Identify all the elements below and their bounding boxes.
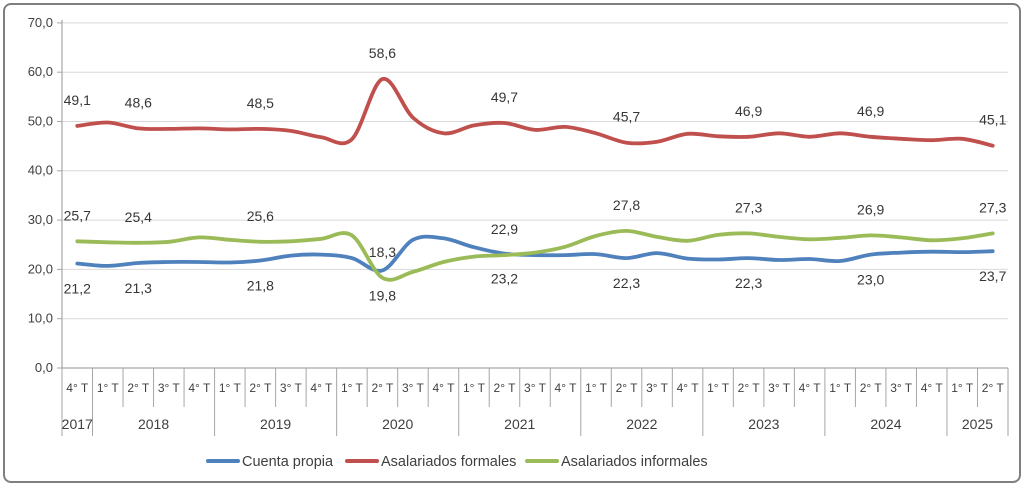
year-label: 2023 bbox=[748, 416, 779, 432]
year-label: 2018 bbox=[138, 416, 169, 432]
data-label-asalariados-formales: 49,7 bbox=[491, 89, 518, 105]
quarter-label: 2° T bbox=[982, 381, 1005, 395]
year-label: 2021 bbox=[504, 416, 535, 432]
quarter-label: 1° T bbox=[951, 381, 974, 395]
quarter-label: 3° T bbox=[768, 381, 791, 395]
quarter-label: 3° T bbox=[402, 381, 425, 395]
y-tick-label: 10,0 bbox=[28, 311, 53, 326]
legend-label-asalariados-formales: Asalariados formales bbox=[381, 454, 516, 470]
data-label-asalariados-formales: 46,9 bbox=[857, 103, 884, 119]
quarter-label: 1° T bbox=[585, 381, 608, 395]
quarter-label: 4° T bbox=[188, 381, 211, 395]
series-line-cuenta-propia bbox=[75, 234, 995, 273]
year-label: 2024 bbox=[870, 416, 901, 432]
data-label-asalariados-formales: 48,6 bbox=[125, 94, 152, 110]
quarter-label: 1° T bbox=[707, 381, 730, 395]
quarter-label: 4° T bbox=[921, 381, 944, 395]
data-label-asalariados-formales: 58,6 bbox=[369, 45, 396, 61]
data-label-cuenta-propia: 21,2 bbox=[64, 280, 91, 296]
data-label-asalariados-informales: 27,3 bbox=[979, 199, 1006, 215]
year-label: 2020 bbox=[382, 416, 413, 432]
data-label-cuenta-propia: 22,3 bbox=[735, 275, 762, 291]
data-label-cuenta-propia: 22,3 bbox=[613, 275, 640, 291]
data-label-cuenta-propia: 23,7 bbox=[979, 268, 1006, 284]
quarter-label: 3° T bbox=[646, 381, 669, 395]
data-label-asalariados-informales: 25,6 bbox=[247, 208, 274, 224]
quarter-label: 2° T bbox=[249, 381, 272, 395]
quarter-label: 2° T bbox=[616, 381, 639, 395]
data-label-asalariados-informales: 26,9 bbox=[857, 201, 884, 217]
data-label-asalariados-informales: 18,3 bbox=[369, 244, 396, 260]
legend-item-asalariados-formales: Asalariados formales bbox=[345, 454, 516, 470]
quarter-label: 1° T bbox=[219, 381, 242, 395]
data-label-cuenta-propia: 21,8 bbox=[247, 278, 274, 294]
year-label: 2017 bbox=[62, 416, 93, 432]
y-tick-label: 70,0 bbox=[28, 15, 53, 30]
quarter-label: 2° T bbox=[738, 381, 761, 395]
y-tick-label: 20,0 bbox=[28, 261, 53, 276]
data-label-asalariados-informales: 25,4 bbox=[125, 209, 152, 225]
series-line-asalariados-formales bbox=[75, 77, 995, 148]
y-tick-label: 0,0 bbox=[35, 360, 53, 375]
data-label-cuenta-propia: 21,3 bbox=[125, 280, 152, 296]
data-label-cuenta-propia: 23,2 bbox=[491, 271, 518, 287]
quarter-label: 2° T bbox=[860, 381, 883, 395]
y-tick-label: 30,0 bbox=[28, 212, 53, 227]
quarter-label: 3° T bbox=[524, 381, 547, 395]
year-label: 2025 bbox=[962, 416, 993, 432]
quarter-label: 3° T bbox=[280, 381, 303, 395]
quarter-label: 4° T bbox=[310, 381, 333, 395]
data-label-asalariados-formales: 46,9 bbox=[735, 103, 762, 119]
quarter-label: 4° T bbox=[677, 381, 700, 395]
data-label-asalariados-informales: 25,7 bbox=[64, 207, 91, 223]
series-line-asalariados-informales bbox=[75, 228, 995, 282]
data-label-asalariados-formales: 48,5 bbox=[247, 95, 274, 111]
y-tick-label: 40,0 bbox=[28, 163, 53, 178]
data-label-asalariados-informales: 27,8 bbox=[613, 197, 640, 213]
quarter-label: 1° T bbox=[829, 381, 852, 395]
quarter-label: 3° T bbox=[158, 381, 181, 395]
quarter-label: 3° T bbox=[890, 381, 913, 395]
data-label-asalariados-informales: 22,9 bbox=[491, 221, 518, 237]
year-label: 2022 bbox=[626, 416, 657, 432]
quarter-label: 2° T bbox=[127, 381, 150, 395]
data-label-asalariados-formales: 45,1 bbox=[979, 112, 1006, 128]
quarter-label: 4° T bbox=[432, 381, 455, 395]
quarter-label: 1° T bbox=[97, 381, 120, 395]
quarter-label: 1° T bbox=[341, 381, 364, 395]
legend-label-cuenta-propia: Cuenta propia bbox=[242, 454, 334, 470]
data-label-cuenta-propia: 19,8 bbox=[369, 287, 396, 303]
data-label-asalariados-informales: 27,3 bbox=[735, 199, 762, 215]
data-label-asalariados-formales: 49,1 bbox=[64, 92, 91, 108]
quarter-label: 1° T bbox=[463, 381, 486, 395]
data-label-asalariados-formales: 45,7 bbox=[613, 109, 640, 125]
legend-item-asalariados-informales: Asalariados informales bbox=[525, 454, 708, 470]
year-label: 2019 bbox=[260, 416, 291, 432]
quarter-label: 2° T bbox=[371, 381, 394, 395]
quarter-label: 2° T bbox=[494, 381, 517, 395]
quarter-label: 4° T bbox=[555, 381, 578, 395]
data-label-cuenta-propia: 23,0 bbox=[857, 272, 884, 288]
chart-legend: Cuenta propia Asalariados formales Asala… bbox=[206, 454, 708, 470]
y-tick-label: 60,0 bbox=[28, 64, 53, 79]
quarter-label: 4° T bbox=[799, 381, 822, 395]
y-tick-label: 50,0 bbox=[28, 113, 53, 128]
quarter-label: 4° T bbox=[66, 381, 89, 395]
legend-label-asalariados-informales: Asalariados informales bbox=[561, 454, 708, 470]
legend-item-cuenta-propia: Cuenta propia bbox=[206, 454, 334, 470]
